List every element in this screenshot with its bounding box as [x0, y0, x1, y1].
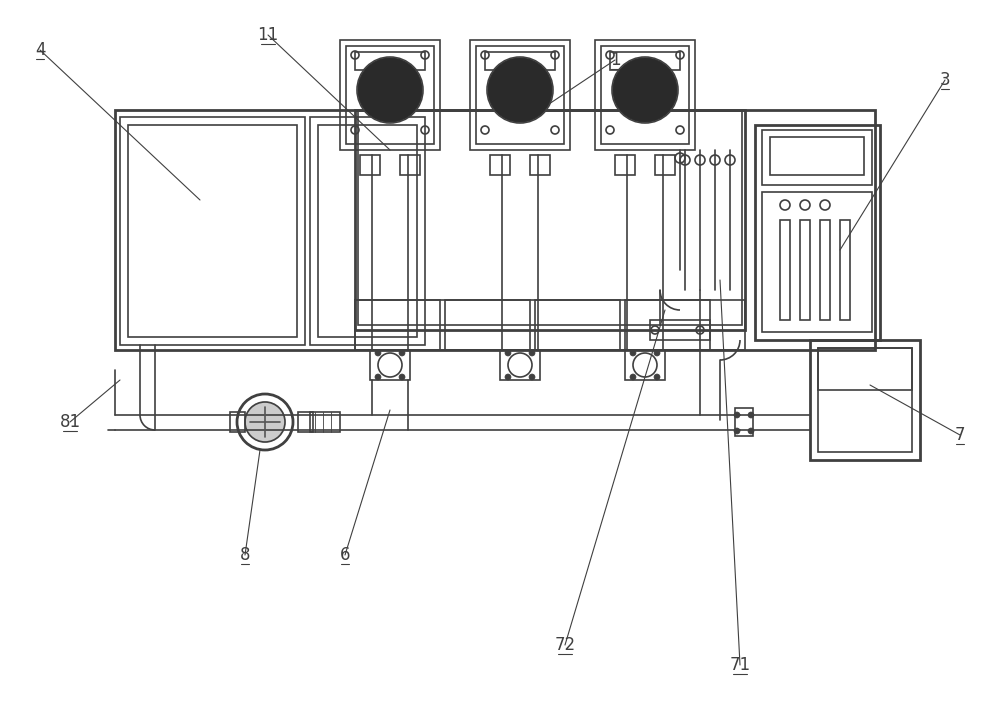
Bar: [490, 155, 510, 175]
Text: 3: 3: [940, 71, 950, 89]
Circle shape: [399, 374, 405, 380]
Circle shape: [375, 374, 381, 380]
Bar: [115, 110, 875, 350]
Text: 71: 71: [729, 656, 751, 674]
Circle shape: [654, 374, 660, 380]
Bar: [655, 155, 675, 175]
Circle shape: [505, 374, 511, 380]
Bar: [615, 155, 635, 175]
Bar: [610, 52, 680, 70]
Bar: [445, 300, 530, 350]
Bar: [358, 111, 742, 325]
Text: 4: 4: [35, 41, 45, 59]
Text: 81: 81: [59, 413, 81, 431]
Text: 72: 72: [554, 636, 576, 654]
Circle shape: [529, 374, 535, 380]
Bar: [310, 412, 340, 432]
Bar: [355, 52, 425, 70]
Circle shape: [505, 350, 511, 356]
Bar: [230, 412, 245, 432]
Circle shape: [748, 428, 754, 434]
Bar: [530, 155, 550, 175]
Circle shape: [654, 350, 660, 356]
Circle shape: [613, 58, 677, 122]
Circle shape: [529, 350, 535, 356]
Bar: [318, 125, 417, 337]
Circle shape: [734, 428, 740, 434]
Circle shape: [630, 350, 636, 356]
Bar: [650, 320, 710, 340]
Bar: [800, 220, 810, 320]
Bar: [818, 348, 912, 390]
Bar: [601, 46, 689, 144]
Text: 1: 1: [610, 51, 620, 69]
Bar: [535, 300, 620, 350]
Bar: [355, 300, 745, 350]
Bar: [810, 340, 920, 460]
Bar: [298, 412, 313, 432]
Bar: [355, 110, 745, 330]
Bar: [470, 40, 570, 150]
Circle shape: [630, 374, 636, 380]
Bar: [595, 40, 695, 150]
Text: 7: 7: [955, 426, 965, 444]
Bar: [780, 220, 790, 320]
Circle shape: [399, 350, 405, 356]
Bar: [120, 117, 305, 345]
Circle shape: [734, 412, 740, 418]
Bar: [818, 348, 912, 452]
Circle shape: [748, 412, 754, 418]
Bar: [310, 117, 425, 345]
Bar: [500, 350, 540, 380]
Bar: [370, 350, 410, 380]
Bar: [485, 52, 555, 70]
Text: 11: 11: [257, 26, 279, 44]
Bar: [735, 408, 753, 436]
Circle shape: [245, 402, 285, 442]
Circle shape: [488, 58, 552, 122]
Bar: [840, 220, 850, 320]
Bar: [770, 137, 864, 175]
Bar: [476, 46, 564, 144]
Circle shape: [358, 58, 422, 122]
Bar: [360, 155, 380, 175]
Bar: [400, 155, 420, 175]
Bar: [762, 130, 872, 185]
Bar: [340, 40, 440, 150]
Bar: [755, 125, 880, 340]
Bar: [128, 125, 297, 337]
Bar: [625, 300, 710, 350]
Text: 6: 6: [340, 546, 350, 564]
Text: 8: 8: [240, 546, 250, 564]
Bar: [762, 192, 872, 332]
Bar: [355, 300, 440, 350]
Bar: [625, 350, 665, 380]
Bar: [820, 220, 830, 320]
Bar: [346, 46, 434, 144]
Circle shape: [375, 350, 381, 356]
